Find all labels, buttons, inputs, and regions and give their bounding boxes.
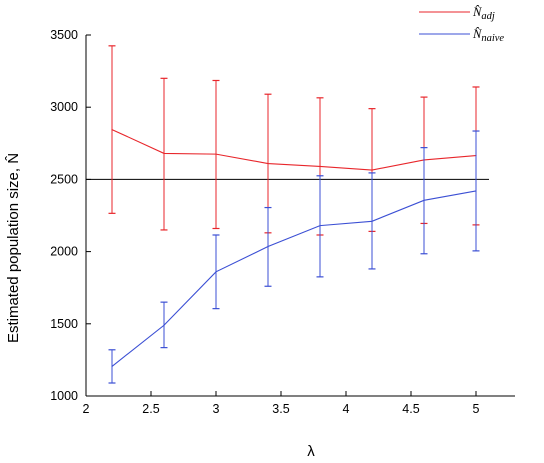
data-point xyxy=(215,153,217,155)
data-point xyxy=(267,162,269,165)
x-tick-label: 5 xyxy=(473,402,480,416)
series-group xyxy=(108,45,480,384)
data-point xyxy=(111,128,113,131)
legend-label-naive: N̂naive xyxy=(472,27,504,44)
data-point xyxy=(163,152,165,155)
legend-label-adj: N̂adj xyxy=(472,5,495,22)
x-axis-title: λ xyxy=(307,443,315,460)
y-tick-label: 1000 xyxy=(50,389,78,403)
x-tick-label: 3 xyxy=(213,402,220,416)
x-tick-label: 4.5 xyxy=(402,402,419,416)
data-point xyxy=(371,220,373,222)
y-tick-label: 2500 xyxy=(50,172,78,186)
series-line-adj xyxy=(111,129,477,171)
legend-base: N̂ xyxy=(472,5,482,19)
y-tick-label: 2000 xyxy=(50,245,78,259)
y-tick-label: 3500 xyxy=(50,28,78,42)
x-tick-label: 4 xyxy=(343,402,350,416)
x-tick-label: 3.5 xyxy=(272,402,289,416)
data-point xyxy=(111,365,113,367)
data-point xyxy=(475,190,477,192)
data-point xyxy=(319,225,321,227)
legend-base: N̂ xyxy=(472,27,482,41)
y-tick-label: 3000 xyxy=(50,100,78,114)
axes: 2 2.5 3 3.5 4 4.5 5 1000 1500 2000 2500 3000 3500 xyxy=(50,28,515,416)
data-point xyxy=(319,165,321,168)
y-axis-title: Estimated population size, N̂ xyxy=(5,153,22,343)
data-point xyxy=(163,324,165,326)
legend-subscript: adj xyxy=(481,11,495,22)
data-point xyxy=(215,271,217,273)
x-tick-label: 2 xyxy=(83,402,90,416)
data-point xyxy=(267,245,269,248)
series-line-naive xyxy=(111,190,477,367)
data-point xyxy=(423,199,425,201)
legend-subscript: naive xyxy=(481,33,504,44)
data-point xyxy=(371,169,373,171)
y-tick-label: 1500 xyxy=(50,317,78,331)
x-tick-label: 2.5 xyxy=(142,402,159,416)
series-naive xyxy=(108,130,480,384)
